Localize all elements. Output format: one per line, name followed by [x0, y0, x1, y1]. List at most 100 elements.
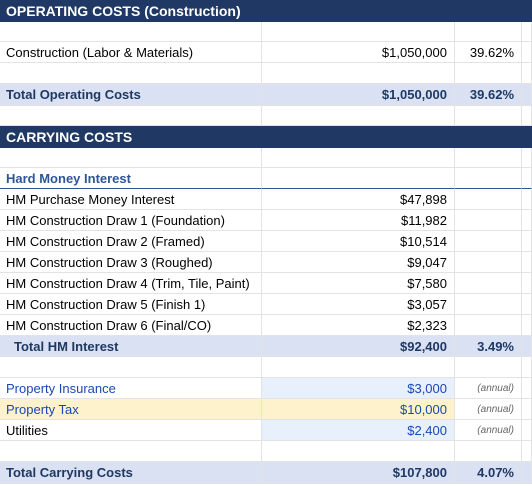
item-label: HM Construction Draw 4 (Trim, Tile, Pain… — [0, 273, 262, 294]
cell — [522, 148, 532, 168]
total-percent: 3.49% — [455, 336, 522, 357]
cell — [522, 462, 532, 484]
line-item: HM Construction Draw 4 (Trim, Tile, Pain… — [0, 273, 532, 294]
cell — [455, 0, 522, 22]
line-item: Utilities $2,400 (annual) — [0, 420, 532, 441]
line-item: Property Insurance $3,000 (annual) — [0, 378, 532, 399]
item-amount: $1,050,000 — [262, 42, 455, 63]
line-item: HM Construction Draw 2 (Framed) $10,514 — [0, 231, 532, 252]
cell — [455, 189, 522, 210]
item-amount: $47,898 — [262, 189, 455, 210]
section-header: OPERATING COSTS (Construction) — [0, 0, 532, 22]
cell — [262, 63, 455, 84]
cell — [0, 357, 262, 378]
item-label: HM Construction Draw 2 (Framed) — [0, 231, 262, 252]
total-percent: 4.07% — [455, 462, 522, 484]
cell — [455, 252, 522, 273]
item-amount: $3,000 — [262, 378, 455, 399]
line-item: Property Tax $10,000 (annual) — [0, 399, 532, 420]
item-percent: 39.62% — [455, 42, 522, 63]
item-label: Property Tax — [0, 399, 262, 420]
total-row: Total Carrying Costs $107,800 4.07% — [0, 462, 532, 484]
item-label: Construction (Labor & Materials) — [0, 42, 262, 63]
total-label: Total Operating Costs — [0, 84, 262, 106]
cell — [522, 273, 532, 294]
cell — [262, 148, 455, 168]
item-label: HM Construction Draw 6 (Final/CO) — [0, 315, 262, 336]
cell — [0, 63, 262, 84]
blank-row — [0, 106, 532, 126]
item-note: (annual) — [455, 420, 522, 441]
section-title: OPERATING COSTS (Construction) — [0, 0, 262, 22]
cell — [455, 210, 522, 231]
item-amount: $3,057 — [262, 294, 455, 315]
item-amount: $10,514 — [262, 231, 455, 252]
item-label: Utilities — [0, 420, 262, 441]
blank-row — [0, 441, 532, 462]
cell — [455, 315, 522, 336]
item-amount: $9,047 — [262, 252, 455, 273]
cell — [262, 126, 455, 148]
cell — [522, 189, 532, 210]
cell — [455, 273, 522, 294]
line-item: HM Purchase Money Interest $47,898 — [0, 189, 532, 210]
item-note: (annual) — [455, 378, 522, 399]
total-label: Total HM Interest — [0, 336, 262, 357]
cell — [522, 168, 532, 189]
line-item: HM Construction Draw 5 (Finish 1) $3,057 — [0, 294, 532, 315]
cell — [262, 106, 455, 126]
cell — [262, 0, 455, 22]
cell — [0, 106, 262, 126]
cell — [262, 441, 455, 462]
cell — [455, 357, 522, 378]
total-amount: $1,050,000 — [262, 84, 455, 106]
cell — [455, 126, 522, 148]
line-item: HM Construction Draw 3 (Roughed) $9,047 — [0, 252, 532, 273]
cell — [455, 106, 522, 126]
cell — [522, 22, 532, 42]
cell — [522, 441, 532, 462]
item-note: (annual) — [455, 399, 522, 420]
cell — [262, 168, 455, 189]
section-header: CARRYING COSTS — [0, 126, 532, 148]
cell — [0, 22, 262, 42]
item-label: HM Construction Draw 3 (Roughed) — [0, 252, 262, 273]
cell — [522, 420, 532, 441]
cell — [522, 399, 532, 420]
blank-row — [0, 63, 532, 84]
section-title: CARRYING COSTS — [0, 126, 262, 148]
item-label: HM Construction Draw 5 (Finish 1) — [0, 294, 262, 315]
cell — [455, 441, 522, 462]
total-amount: $107,800 — [262, 462, 455, 484]
blank-row — [0, 22, 532, 42]
cell — [455, 294, 522, 315]
total-row: Total Operating Costs $1,050,000 39.62% — [0, 84, 532, 106]
cell — [522, 84, 532, 106]
total-amount: $92,400 — [262, 336, 455, 357]
item-amount: $2,400 — [262, 420, 455, 441]
subsection-title: Hard Money Interest — [0, 168, 262, 189]
cell — [455, 168, 522, 189]
cell — [522, 357, 532, 378]
item-label: Property Insurance — [0, 378, 262, 399]
cell — [522, 315, 532, 336]
line-item: Construction (Labor & Materials) $1,050,0… — [0, 42, 532, 63]
cell — [522, 126, 532, 148]
cell — [455, 63, 522, 84]
cell — [262, 357, 455, 378]
item-label: HM Construction Draw 1 (Foundation) — [0, 210, 262, 231]
subsection-heading: Hard Money Interest — [0, 168, 532, 189]
blank-row — [0, 148, 532, 168]
cell — [522, 252, 532, 273]
cell — [455, 231, 522, 252]
cell — [0, 148, 262, 168]
item-amount: $2,323 — [262, 315, 455, 336]
cell — [522, 294, 532, 315]
item-amount: $10,000 — [262, 399, 455, 420]
blank-row — [0, 357, 532, 378]
cell — [522, 106, 532, 126]
item-label: HM Purchase Money Interest — [0, 189, 262, 210]
cell — [262, 22, 455, 42]
cell — [522, 42, 532, 63]
